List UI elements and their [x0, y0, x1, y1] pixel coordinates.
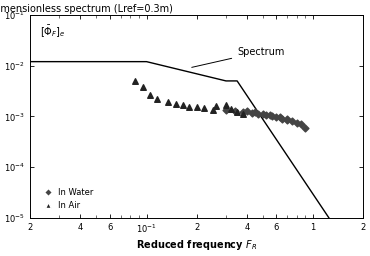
Point	[269, 114, 275, 119]
Point	[201, 106, 206, 110]
Point	[284, 118, 290, 122]
Point	[154, 97, 159, 101]
Point	[298, 122, 304, 126]
Point	[147, 93, 153, 97]
Point	[234, 110, 240, 114]
Point	[173, 102, 179, 106]
Point	[279, 117, 285, 121]
Point	[186, 105, 192, 109]
Point	[252, 110, 258, 114]
Point	[180, 103, 186, 107]
Point	[140, 85, 146, 89]
Point	[256, 112, 262, 116]
Text: Dimensionless spectrum (Lref=0.3m): Dimensionless spectrum (Lref=0.3m)	[0, 4, 173, 14]
Point	[277, 115, 283, 120]
Point	[249, 111, 255, 115]
Point	[223, 103, 229, 107]
Point	[289, 119, 295, 123]
Point	[165, 100, 171, 104]
Point	[223, 108, 229, 112]
Legend: In Water, In Air: In Water, In Air	[38, 186, 95, 212]
Point	[303, 126, 309, 130]
Point	[213, 104, 219, 108]
Point	[244, 109, 250, 113]
Point	[260, 112, 266, 116]
Point	[273, 115, 279, 120]
X-axis label: Reduced frequency $F_R$: Reduced frequency $F_R$	[136, 238, 257, 252]
Point	[263, 113, 269, 117]
Point	[267, 113, 273, 117]
Point	[232, 109, 238, 113]
Point	[228, 107, 233, 111]
Point	[294, 121, 300, 125]
Point	[240, 110, 246, 114]
Point	[284, 117, 290, 121]
Text: Spectrum: Spectrum	[192, 47, 285, 67]
Point	[132, 79, 138, 83]
Point	[210, 108, 216, 112]
Point	[194, 105, 200, 110]
Text: $[\bar{\Phi}_F]_e$: $[\bar{\Phi}_F]_e$	[40, 23, 66, 39]
Point	[240, 112, 246, 116]
